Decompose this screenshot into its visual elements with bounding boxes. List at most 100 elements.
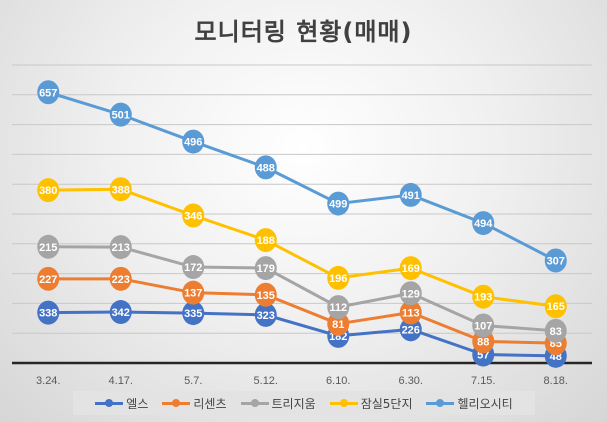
data-label: 215 bbox=[39, 242, 57, 254]
data-point-marker bbox=[254, 282, 277, 307]
data-point-marker bbox=[399, 256, 422, 281]
data-point-marker bbox=[544, 248, 567, 273]
legend-label: 잠실5단지 bbox=[360, 396, 413, 411]
data-label: 169 bbox=[402, 263, 420, 275]
legend-label: 헬리오시티 bbox=[457, 396, 513, 411]
data-point-marker bbox=[182, 129, 205, 154]
legend-item: 트리지움 bbox=[240, 395, 316, 412]
series-line-트리지움 bbox=[48, 245, 556, 333]
legend-item: 잠실5단지 bbox=[329, 395, 413, 412]
legend-line-marker-icon bbox=[426, 399, 455, 407]
data-label: 323 bbox=[257, 310, 275, 322]
data-point-marker bbox=[327, 311, 350, 336]
legend-line-marker-icon bbox=[329, 399, 358, 407]
data-point-marker bbox=[544, 294, 567, 319]
data-label: 196 bbox=[329, 273, 347, 285]
data-label: 494 bbox=[474, 218, 493, 230]
data-label: 113 bbox=[402, 307, 420, 319]
data-point-marker bbox=[37, 234, 60, 259]
series-line-엘스 bbox=[48, 310, 556, 358]
data-point-marker bbox=[37, 266, 60, 291]
data-label: 380 bbox=[39, 185, 57, 197]
data-point-marker bbox=[472, 313, 495, 338]
data-point-marker bbox=[182, 280, 205, 305]
data-point-marker bbox=[254, 302, 277, 327]
data-label: 499 bbox=[329, 199, 347, 211]
data-label: 129 bbox=[402, 288, 420, 300]
data-point-marker bbox=[182, 255, 205, 280]
data-label: 112 bbox=[329, 302, 347, 314]
legend-item: 헬리오시티 bbox=[426, 395, 513, 412]
data-point-marker bbox=[399, 317, 422, 342]
data-point-marker bbox=[109, 300, 132, 325]
data-label: 388 bbox=[112, 184, 130, 196]
data-label: 223 bbox=[112, 274, 130, 286]
data-point-marker bbox=[254, 256, 277, 281]
legend-line-marker-icon bbox=[162, 399, 191, 407]
series-line-헬리오시티 bbox=[47, 90, 557, 262]
x-tick-label: 5.7. bbox=[184, 375, 202, 387]
data-point-marker bbox=[327, 295, 350, 320]
legend-item: 엘스 bbox=[95, 395, 148, 412]
data-point-marker bbox=[399, 281, 422, 306]
x-tick-label: 6.30. bbox=[399, 375, 423, 387]
data-label: 137 bbox=[184, 288, 202, 300]
x-tick-label: 4.17. bbox=[109, 375, 133, 387]
data-label: 81 bbox=[332, 319, 344, 331]
series-line-리센츠 bbox=[48, 277, 556, 345]
data-label: 496 bbox=[184, 137, 202, 149]
x-tick-label: 7.15. bbox=[471, 375, 495, 387]
data-label: 501 bbox=[112, 110, 130, 122]
data-point-marker bbox=[109, 235, 132, 260]
data-point-marker bbox=[182, 203, 205, 228]
data-point-marker bbox=[472, 211, 495, 236]
data-point-marker bbox=[254, 155, 277, 180]
data-label: 88 bbox=[477, 336, 489, 348]
legend-label: 트리지움 bbox=[271, 396, 316, 411]
data-label: 226 bbox=[402, 324, 420, 336]
data-point-marker bbox=[544, 318, 567, 343]
data-point-marker bbox=[254, 228, 277, 253]
data-point-marker bbox=[399, 300, 422, 325]
legend-label: 리센츠 bbox=[193, 396, 227, 411]
data-label: 227 bbox=[39, 274, 57, 286]
data-label: 338 bbox=[39, 308, 57, 320]
data-point-marker bbox=[109, 102, 132, 127]
legend-line-marker-icon bbox=[95, 399, 124, 407]
data-label: 335 bbox=[184, 308, 202, 320]
data-label: 213 bbox=[112, 242, 130, 254]
data-point-marker bbox=[37, 178, 60, 203]
data-label: 657 bbox=[39, 87, 57, 99]
legend-item: 리센츠 bbox=[162, 395, 227, 412]
data-label: 172 bbox=[184, 262, 202, 274]
data-label: 488 bbox=[257, 162, 275, 174]
data-point-marker bbox=[327, 265, 350, 290]
data-point-marker bbox=[37, 300, 60, 325]
data-label: 83 bbox=[550, 326, 562, 338]
data-point-marker bbox=[327, 191, 350, 216]
x-tick-label: 5.12. bbox=[254, 375, 278, 387]
data-point-marker bbox=[472, 284, 495, 309]
data-label: 346 bbox=[184, 210, 202, 222]
legend-label: 엘스 bbox=[126, 396, 149, 411]
data-label: 165 bbox=[547, 301, 565, 313]
data-label: 188 bbox=[257, 235, 275, 247]
data-point-marker bbox=[109, 266, 132, 291]
series-line-잠실5단지 bbox=[48, 187, 556, 308]
x-tick-label: 8.18. bbox=[544, 375, 568, 387]
data-point-marker bbox=[399, 182, 422, 207]
legend: 엘스 리센츠 트리지움 잠실5단지 헬리오시티 bbox=[73, 391, 535, 415]
data-point-marker bbox=[37, 80, 60, 105]
legend-line-marker-icon bbox=[240, 399, 269, 407]
chart-title: 모니터링 현황(매매) bbox=[194, 18, 413, 46]
data-label: 193 bbox=[474, 292, 492, 304]
data-label: 307 bbox=[547, 255, 565, 267]
x-tick-label: 3.24. bbox=[36, 375, 60, 387]
data-label: 491 bbox=[402, 190, 420, 202]
data-label: 135 bbox=[257, 290, 275, 302]
data-label: 107 bbox=[474, 320, 492, 332]
x-tick-label: 6.10. bbox=[326, 375, 350, 387]
data-point-marker bbox=[182, 301, 205, 326]
